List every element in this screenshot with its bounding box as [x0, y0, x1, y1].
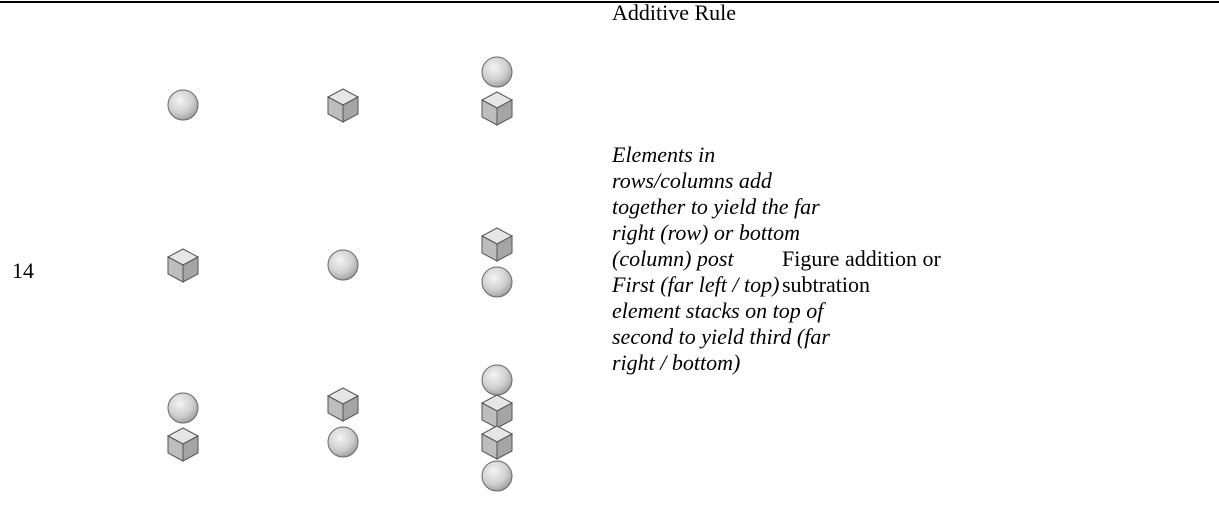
rule-title: Additive Rule [612, 0, 737, 25]
icons [167, 56, 513, 492]
rule-description: Elements in rows/columns add together to… [612, 142, 832, 376]
description-paragraph: Elements in rows/columns add together to… [612, 142, 820, 271]
category: Figure addition or subtration [782, 246, 941, 297]
description-paragraph: First (far left / top) element stacks on… [612, 272, 830, 375]
top-border [0, 1, 1219, 3]
row-number: 14 [12, 258, 34, 283]
